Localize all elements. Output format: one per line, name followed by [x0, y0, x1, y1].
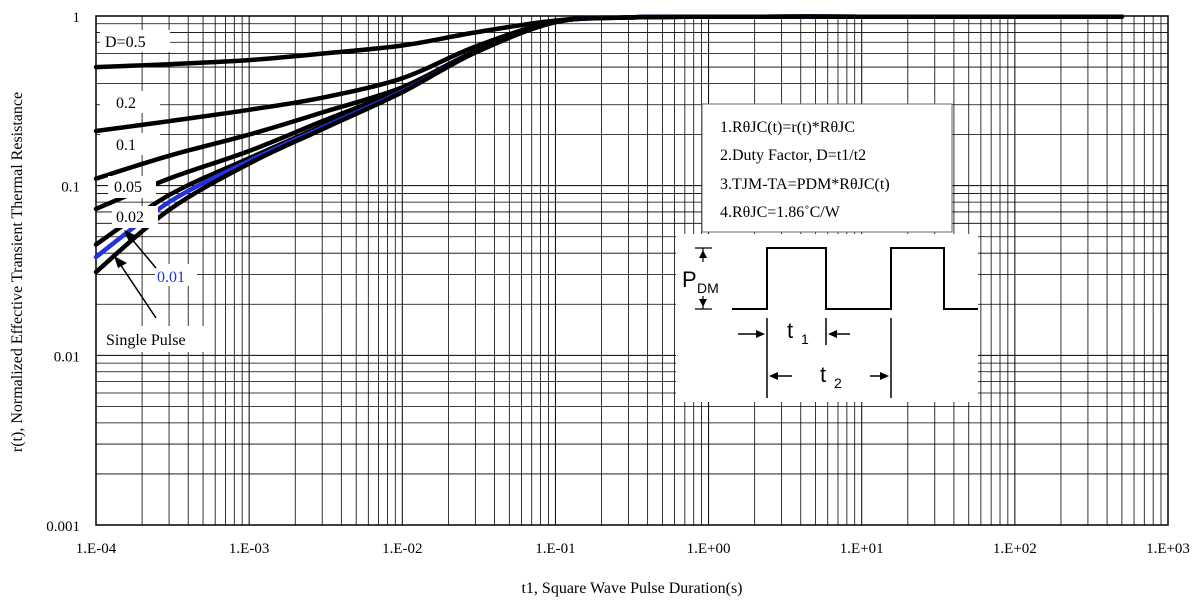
t1-label: t: [787, 318, 793, 343]
grid: [95, 16, 1168, 526]
t1-subscript: 1: [801, 331, 809, 347]
curve-labels: D=0.5 0.2 0.1 0.05 0.02 0.01 Single Puls…: [100, 30, 212, 352]
series-line-6: [93, 14, 1125, 275]
y-tick-label: 0.01: [54, 349, 80, 365]
series-line-4: [93, 14, 1125, 247]
notes-box: 1.RθJC(t)=r(t)*RθJC 2.Duty Factor, D=t1/…: [701, 103, 953, 233]
x-tick-labels: 1.E-04 1.E-03 1.E-02 1.E-01 1.E+00 1.E+01 1.E+…: [76, 541, 1190, 557]
x-tick-label: 1.E-03: [229, 541, 269, 557]
curve-label-d05: D=0.5: [105, 34, 146, 51]
note-3: 3.TJM-TA=PDM*RθJC(t): [720, 176, 890, 193]
curve-label-01: 0.1: [116, 137, 136, 154]
y-tick-label: 0.1: [61, 180, 80, 196]
series-line-3: [93, 14, 1125, 212]
note-2: 2.Duty Factor, D=t1/t2: [720, 147, 866, 164]
t2-label: t: [820, 362, 826, 387]
note-4: 4.RθJC=1.86˚C/W: [720, 204, 841, 221]
curve-label-001: 0.01: [157, 269, 185, 286]
series-line-2: [93, 14, 1125, 181]
y-tick-label: 1: [73, 10, 81, 26]
x-tick-label: 1.E+01: [840, 541, 884, 557]
y-tick-labels: 0.001 0.01 0.1 1: [46, 10, 80, 535]
t2-subscript: 2: [834, 375, 842, 391]
curve-label-002: 0.02: [116, 209, 144, 226]
series-line-1: [93, 14, 1125, 134]
x-tick-label: 1.E+00: [687, 541, 731, 557]
pulse-diagram: P DM t 1 t 2: [676, 234, 978, 402]
curve-label-005: 0.05: [114, 179, 142, 196]
plot-frame: [95, 15, 1169, 526]
x-tick-label: 1.E+03: [1146, 541, 1190, 557]
series-line-0: [93, 14, 1125, 70]
note-1: 1.RθJC(t)=r(t)*RθJC: [720, 119, 855, 136]
x-axis-title: t1, Square Wave Pulse Duration(s): [521, 580, 742, 597]
y-axis-title: r(t), Normalized Effective Transient The…: [9, 92, 26, 452]
x-tick-label: 1.E-01: [535, 541, 575, 557]
series-line-5: [93, 14, 1125, 260]
x-tick-label: 1.E-02: [382, 541, 422, 557]
y-tick-label: 0.001: [46, 519, 80, 535]
x-tick-label: 1.E+02: [993, 541, 1037, 557]
pdm-subscript: DM: [697, 280, 719, 296]
pdm-label: P: [682, 267, 697, 292]
curve-label-02: 0.2: [116, 95, 136, 112]
label-arrows: [114, 230, 157, 319]
pulse-waveform: [732, 247, 978, 310]
curve-label-single-pulse: Single Pulse: [106, 332, 186, 349]
series-lines: [93, 14, 1125, 275]
x-tick-label: 1.E-04: [76, 541, 117, 557]
